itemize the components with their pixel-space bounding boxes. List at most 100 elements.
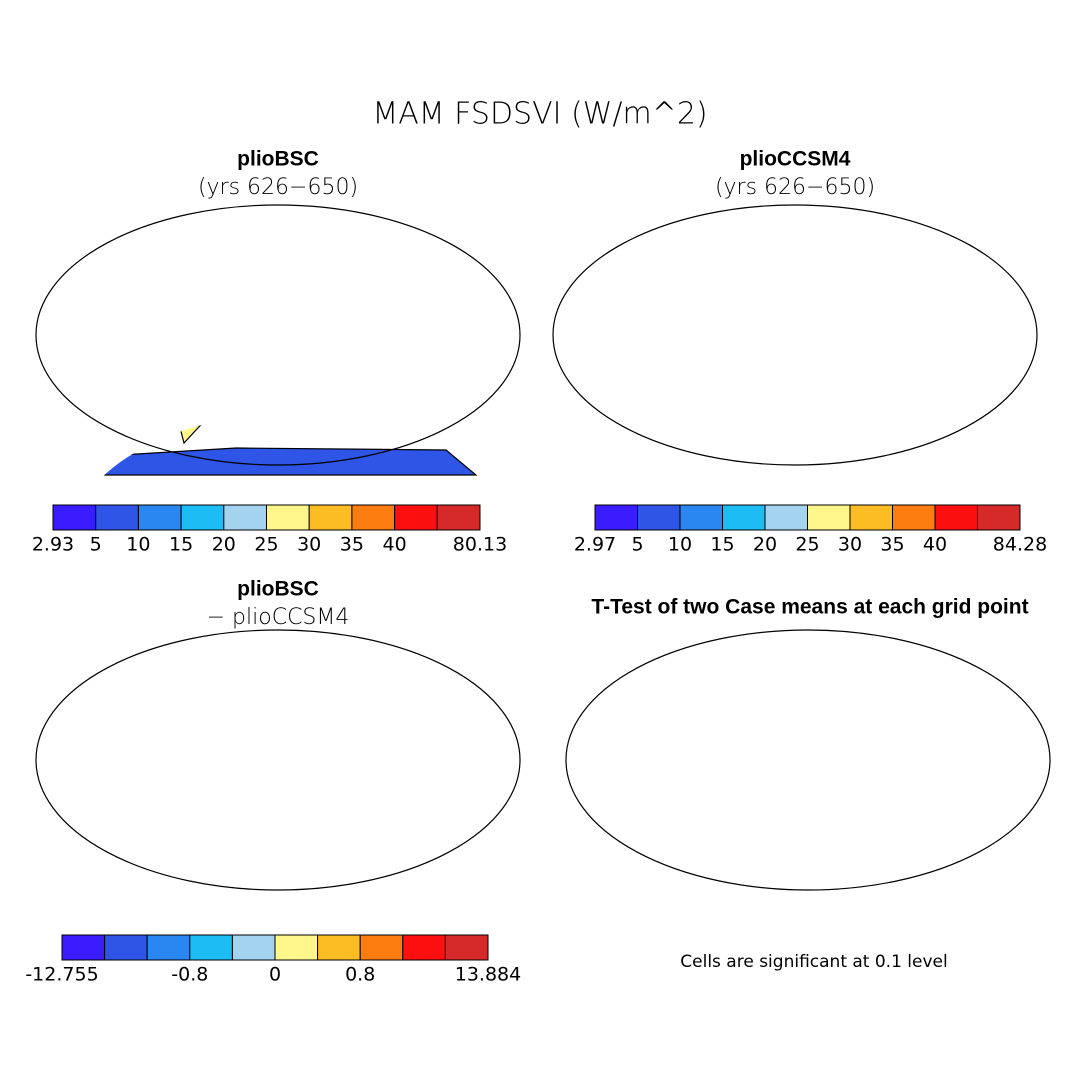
colorbar-segment <box>394 504 438 531</box>
landmass <box>76 640 251 762</box>
colorbar-label: 35 <box>880 534 904 556</box>
panel-title: plioBSC <box>237 148 319 171</box>
colorbar-segment <box>266 504 310 531</box>
landmass <box>96 873 476 900</box>
colorbar-segment <box>146 934 191 961</box>
field-patch <box>422 227 450 243</box>
landmass <box>773 215 995 355</box>
colorbar-label: 0.8 <box>345 964 375 986</box>
field-patch <box>837 684 865 700</box>
colorbar-label: 2.93 <box>32 534 74 556</box>
colorbar-label: 15 <box>169 534 193 556</box>
map-border <box>35 204 521 466</box>
colorbar-label: 5 <box>631 534 643 556</box>
landmass <box>613 448 993 475</box>
colorbar-segment <box>594 504 638 531</box>
colorbar-segment <box>308 504 353 531</box>
landmass <box>961 788 1026 840</box>
landmass <box>758 275 865 400</box>
colorbar-label: 40 <box>923 534 947 556</box>
colorbar-segment <box>359 934 404 961</box>
map <box>593 215 1013 475</box>
field-patch <box>992 812 1020 828</box>
map-panel: plioBSC (yrs 626−650) 2.93 5 10 15 20 25 30 35 40 8… <box>32 148 521 556</box>
colorbar-label: 2.97 <box>574 534 616 556</box>
map-border <box>35 629 521 891</box>
field-patch <box>277 307 305 323</box>
landmass <box>593 215 768 337</box>
field-patch <box>352 662 380 678</box>
field-patch <box>152 242 180 258</box>
field-patch <box>372 242 400 258</box>
landmass <box>430 410 497 416</box>
map-panel: plioBSC − plioCCSM4 -12.755 -0.8 0 0.8 13.884 <box>25 578 521 986</box>
landmass <box>431 788 496 840</box>
colorbar-segment <box>764 504 808 531</box>
map <box>94 215 497 476</box>
colorbar-segment <box>231 934 276 961</box>
colorbar-label: 0 <box>269 964 281 986</box>
colorbar-segment <box>444 934 489 961</box>
colorbar-segment <box>849 504 893 531</box>
landmass <box>606 640 781 762</box>
colorbar-label: 35 <box>340 534 364 556</box>
colorbar-segment <box>223 504 268 531</box>
landmass <box>94 447 478 476</box>
colorbar-label: 25 <box>795 534 819 556</box>
field-patch <box>822 732 850 748</box>
colorbar-label: -12.755 <box>25 964 98 986</box>
landmass <box>626 873 1006 900</box>
colorbar-segment <box>934 504 978 531</box>
colorbar-label: -0.8 <box>171 964 208 986</box>
colorbar-segment <box>722 504 766 531</box>
landmass <box>256 640 478 780</box>
panel-subtitle: (yrs 626−650) <box>198 175 358 200</box>
panel-title: plioBSC <box>237 578 319 601</box>
colorbar-label: 20 <box>753 534 777 556</box>
colorbar-segment <box>402 934 446 961</box>
colorbar-segment <box>137 504 182 531</box>
map-panel: T-Test of two Case means at each grid po… <box>565 596 1051 972</box>
field-patch <box>882 872 910 888</box>
map-panel: plioCCSM4 (yrs 626−650) 2.97 5 10 15 20 25 30 35 4… <box>552 148 1047 556</box>
map-border <box>565 629 1051 891</box>
colorbar-label: 80.13 <box>453 534 507 556</box>
field-patch <box>799 302 827 318</box>
panels: plioBSC (yrs 626−650) 2.93 5 10 15 20 25 30 35 40 8… <box>25 148 1051 986</box>
landmass <box>786 640 1008 780</box>
field-patch <box>789 227 817 243</box>
landmass <box>241 275 348 400</box>
colorbar-segment <box>351 504 396 531</box>
colorbar-label: 40 <box>383 534 407 556</box>
colorbar-segment <box>807 504 851 531</box>
colorbar-segment <box>436 504 481 531</box>
colorbar-segment <box>104 934 148 961</box>
landmass <box>948 363 1013 415</box>
map <box>76 640 496 900</box>
colorbar-label: 30 <box>838 534 862 556</box>
colorbar-label: 20 <box>212 534 236 556</box>
figure-title: MAM FSDSVI (W/m^2) <box>372 97 707 132</box>
colorbar-segment <box>679 504 723 531</box>
field-patch <box>669 242 697 258</box>
colorbar-label: 15 <box>710 534 734 556</box>
colorbar-segment <box>977 504 1021 531</box>
field-patch <box>922 692 950 708</box>
field-patch <box>402 692 430 708</box>
map <box>606 640 1026 900</box>
colorbar-segment <box>317 934 361 961</box>
colorbar-segment <box>52 504 97 531</box>
map-border <box>552 204 1038 466</box>
panel-title: plioCCSM4 <box>740 148 851 171</box>
colorbar-segment <box>274 934 319 961</box>
field-patch <box>742 647 770 663</box>
landmass <box>256 215 478 355</box>
landmass <box>684 765 761 868</box>
field-patch <box>162 672 190 688</box>
colorbar-label: 84.28 <box>993 534 1047 556</box>
colorbar-segment <box>61 934 106 961</box>
field-patch <box>282 302 310 318</box>
colorbar-label: 10 <box>668 534 692 556</box>
field-patch <box>794 307 822 323</box>
